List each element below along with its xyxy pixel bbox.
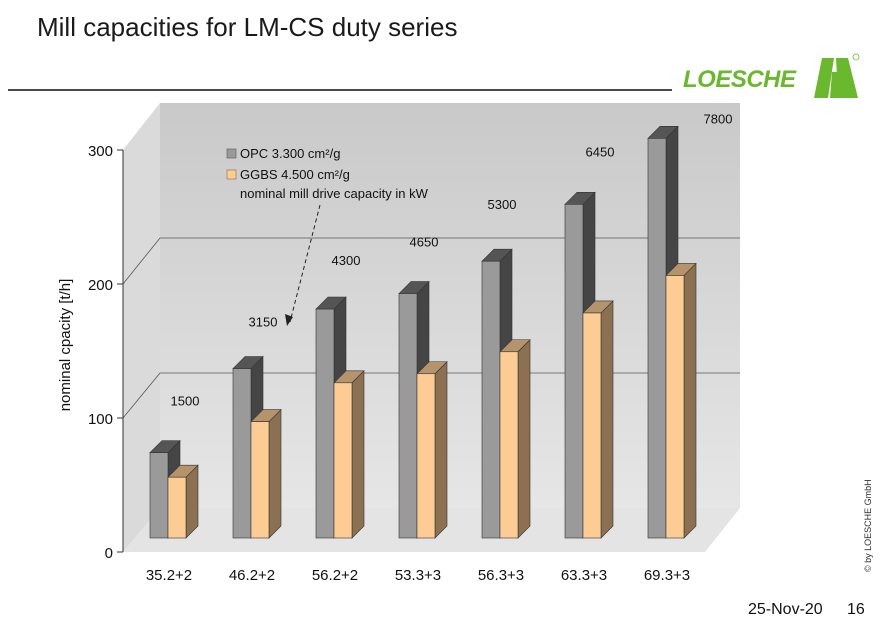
x-tick-label: 69.3+3 (644, 567, 690, 584)
bar-opc-front (232, 368, 252, 539)
legend-label-drive: nominal mill drive capacity in kW (240, 186, 429, 201)
bar-ggbs-side (351, 370, 365, 539)
page-number: 16 (847, 601, 865, 618)
y-tick-label: 100 (88, 411, 113, 428)
bar-ggbs-side (600, 300, 614, 539)
drive-capacity-labels: 1500 3150 4300 4650 5300 6450 7800 (171, 111, 733, 408)
y-axis-ticks: 0 100 200 300 (88, 143, 123, 562)
x-tick-label: 46.2+2 (229, 567, 275, 584)
x-tick-label: 35.2+2 (146, 567, 192, 584)
bar-ggbs-side (434, 361, 448, 539)
bar-ggbs (499, 339, 531, 539)
bar-opc-front (481, 260, 501, 539)
bar-ggbs (582, 300, 614, 539)
drive-capacity-label: 6450 (586, 144, 615, 159)
legend-label-ggbs: GGBS 4.500 cm²/g (240, 167, 350, 182)
bar-ggbs (167, 464, 199, 539)
bar-ggbs-front (333, 382, 353, 539)
x-axis-labels: 35.2+2 46.2+2 56.2+2 53.3+3 56.3+3 63.3+3 69.3… (146, 567, 690, 584)
y-tick-label: 300 (88, 143, 113, 160)
annotation-arrowhead (285, 314, 293, 326)
bar-opc-front (315, 308, 335, 539)
chart-side-wall (123, 103, 160, 552)
bar-ggbs-front (499, 351, 519, 539)
gridline (122, 237, 740, 285)
x-tick-label: 56.3+3 (478, 567, 524, 584)
bar-ggbs-side (517, 339, 531, 539)
bar-opc-front (647, 138, 667, 539)
legend-swatch-ggbs (226, 169, 237, 180)
bar-ggbs (665, 262, 697, 539)
bar-ggbs-front (250, 421, 270, 539)
drive-capacity-label: 4650 (410, 235, 439, 250)
drive-capacity-label: 4300 (332, 253, 361, 268)
bar-ggbs-front (665, 275, 685, 539)
bar-ggbs-side (185, 464, 199, 539)
bar-ggbs-front (416, 373, 436, 539)
annotation-arrow (289, 204, 321, 323)
y-tick-label: 0 (105, 545, 113, 562)
gridline (122, 372, 740, 419)
x-tick-label: 53.3+3 (395, 567, 441, 584)
bar-ggbs (416, 361, 448, 539)
header-divider (8, 89, 672, 91)
x-tick-label: 63.3+3 (561, 567, 607, 584)
y-axis-label: nominal cpacity [t/h] (57, 279, 74, 412)
legend-swatch-opc (226, 148, 237, 159)
copyright-notice: © by LOESCHE GmbH (863, 479, 873, 572)
bar-opc-front (398, 293, 418, 539)
gridlines (122, 237, 740, 419)
loesche-logo-text: LOESCHE (683, 66, 796, 93)
drive-capacity-label: 3150 (249, 315, 278, 330)
page-title: Mill capacities for LM-CS duty series (37, 12, 458, 42)
bar-ggbs-side (268, 408, 282, 539)
bar-ggbs (333, 370, 365, 539)
footer-date: 25-Nov-20 (748, 601, 823, 618)
x-tick-label: 56.2+2 (312, 567, 358, 584)
bar-opc-front (149, 452, 169, 539)
bar-ggbs-side (683, 262, 697, 539)
bar-ggbs (250, 408, 282, 539)
bars (149, 125, 697, 539)
legend: OPC 3.300 cm²/g GGBS 4.500 cm²/g nominal… (226, 146, 429, 201)
loesche-logo-icon (814, 53, 860, 98)
bar-opc-front (564, 204, 584, 539)
drive-capacity-label: 7800 (704, 111, 733, 126)
legend-label-opc: OPC 3.300 cm²/g (240, 146, 340, 161)
bar-ggbs-front (167, 476, 187, 539)
bar-ggbs-front (582, 312, 602, 539)
drive-capacity-label: 1500 (171, 394, 200, 409)
drive-capacity-label: 5300 (488, 197, 517, 212)
y-tick-label: 200 (88, 277, 113, 294)
